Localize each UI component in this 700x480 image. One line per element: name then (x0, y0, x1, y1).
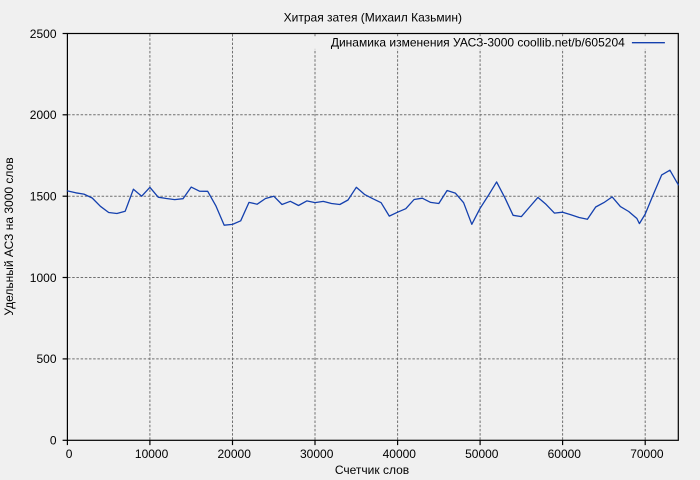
svg-text:1500: 1500 (30, 190, 57, 204)
svg-text:30000: 30000 (300, 447, 334, 461)
svg-text:20000: 20000 (218, 447, 252, 461)
svg-text:500: 500 (36, 352, 56, 366)
svg-text:Счетчик слов: Счетчик слов (335, 463, 409, 477)
svg-text:Динамика изменения УАСЗ-3000 c: Динамика изменения УАСЗ-3000 coollib.net… (331, 36, 625, 50)
svg-text:60000: 60000 (548, 447, 582, 461)
svg-text:0: 0 (50, 434, 57, 448)
svg-text:2500: 2500 (30, 27, 57, 41)
svg-text:1000: 1000 (30, 271, 57, 285)
svg-text:70000: 70000 (630, 447, 664, 461)
svg-text:40000: 40000 (383, 447, 417, 461)
svg-text:2000: 2000 (30, 108, 57, 122)
svg-text:Хитрая затея (Михаил Казьмин): Хитрая затея (Михаил Казьмин) (284, 11, 462, 25)
svg-text:Удельный АСЗ на 3000 слов: Удельный АСЗ на 3000 слов (2, 157, 16, 315)
svg-text:10000: 10000 (135, 447, 169, 461)
svg-text:0: 0 (66, 447, 73, 461)
svg-text:50000: 50000 (465, 447, 499, 461)
